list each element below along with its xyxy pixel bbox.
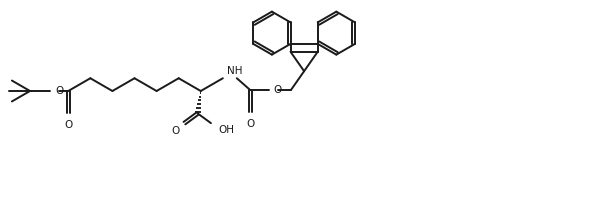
Text: O: O bbox=[55, 86, 63, 96]
Text: O: O bbox=[64, 120, 72, 130]
Text: O: O bbox=[171, 126, 179, 136]
Text: O: O bbox=[246, 119, 254, 129]
Text: OH: OH bbox=[218, 125, 235, 135]
Text: O: O bbox=[274, 85, 282, 95]
Text: NH: NH bbox=[227, 66, 243, 76]
